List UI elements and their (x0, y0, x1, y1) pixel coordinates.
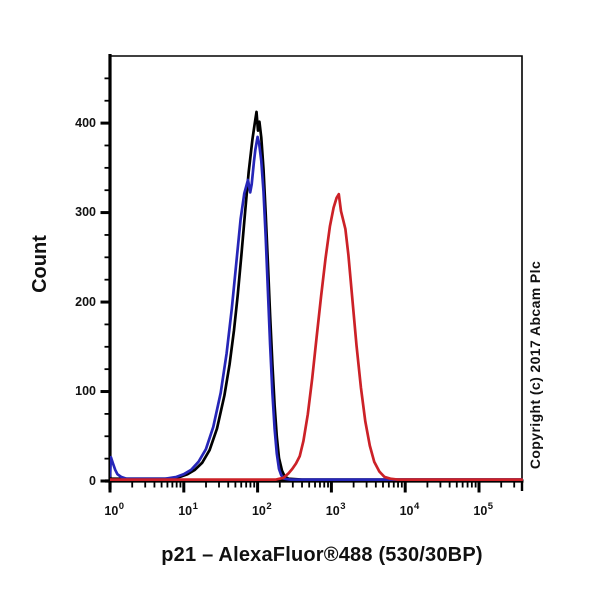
blue-curve (110, 135, 523, 481)
x-tick-label: 101 (178, 501, 198, 519)
x-tick-label: 103 (325, 501, 346, 519)
plot-border (110, 55, 523, 481)
x-tick-label: 105 (473, 501, 494, 519)
y-tick-label: 400 (75, 115, 96, 130)
y-tick-label: 300 (75, 205, 96, 220)
x-tick-label: 102 (251, 501, 272, 519)
x-tick-label: 100 (104, 501, 125, 519)
red-curve (110, 192, 523, 481)
y-tick-label: 200 (75, 294, 96, 309)
y-tick-label: 0 (89, 473, 96, 488)
x-tick-label: 104 (399, 501, 420, 519)
black-curve (110, 110, 523, 481)
y-axis-title: Count (29, 235, 51, 293)
chart-title: p21 – AlexaFluor®488 (530/30BP) (161, 544, 483, 566)
copyright-text: Copyright (c) 2017 Abcam Plc (527, 260, 543, 470)
y-tick-label: 100 (75, 384, 96, 399)
